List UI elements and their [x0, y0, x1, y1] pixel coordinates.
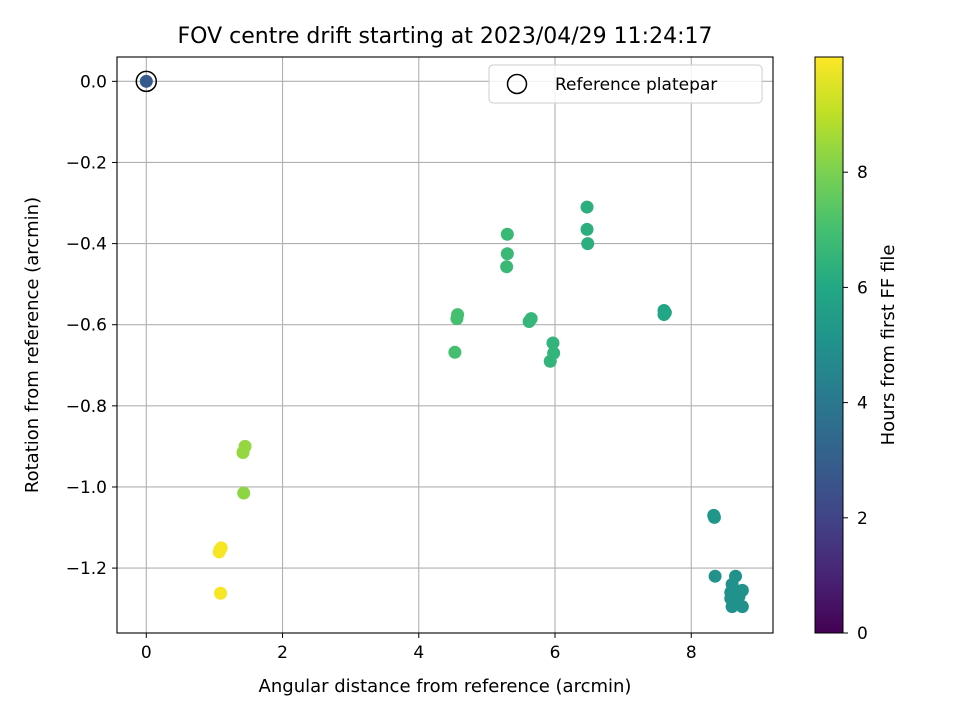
colorbar-tick-label: 6 [857, 278, 868, 298]
colorbar-tick-label: 8 [857, 163, 868, 183]
data-point [732, 589, 746, 603]
colorbar [814, 56, 844, 634]
y-tick-label: −0.4 [66, 235, 107, 255]
y-tick-label: −0.8 [66, 397, 107, 417]
colorbar-tick-label: 4 [857, 394, 868, 414]
y-axis-ticks: 0.0 −0.2 −0.4 −0.6 −0.8 −1.0 −1.2 [66, 72, 117, 579]
data-point [214, 586, 228, 600]
legend-box [488, 64, 763, 104]
data-point [450, 312, 464, 326]
x-tick-label: 0 [141, 643, 152, 663]
y-tick-label: −0.6 [66, 316, 107, 336]
y-tick-label: 0.0 [80, 72, 107, 92]
data-point [725, 600, 739, 614]
colorbar-label: Hours from first FF file [878, 245, 899, 446]
legend: Reference platepar [488, 64, 763, 104]
x-tick-label: 2 [277, 643, 288, 663]
grid-lines [117, 57, 773, 633]
plot-frame [116, 56, 774, 634]
data-point [657, 308, 671, 322]
reference-ring [135, 70, 158, 93]
data-point [500, 247, 514, 261]
data-point [500, 227, 514, 241]
data-point [448, 345, 462, 359]
data-point [580, 200, 594, 214]
x-axis-ticks: 0 2 4 6 8 [141, 633, 697, 663]
reference-point [139, 74, 153, 88]
legend-label: Reference platepar [555, 75, 717, 95]
colorbar-tick-label: 0 [857, 624, 868, 644]
y-tick-label: −0.2 [66, 153, 107, 173]
x-axis-label: Angular distance from reference (arcmin) [259, 676, 632, 697]
x-tick-label: 6 [550, 643, 561, 663]
y-axis-label: Rotation from reference (arcmin) [22, 197, 43, 493]
data-point [543, 354, 557, 368]
colorbar-ticks: 0 2 4 6 8 [843, 163, 868, 644]
data-point [500, 260, 514, 274]
chart-title: FOV centre drift starting at 2023/04/29 … [178, 24, 713, 49]
x-tick-label: 8 [686, 643, 697, 663]
data-point [212, 545, 226, 559]
legend-marker-icon [506, 73, 528, 95]
reference-marker-layer [135, 70, 158, 93]
data-points [212, 200, 749, 614]
data-point [707, 510, 721, 524]
data-point [581, 237, 595, 251]
y-tick-label: −1.0 [66, 478, 107, 498]
data-point [522, 314, 536, 328]
data-point [546, 336, 560, 350]
data-point [708, 569, 722, 583]
colorbar-tick-label: 2 [857, 509, 868, 529]
data-point [735, 600, 749, 614]
y-tick-label: −1.2 [66, 559, 107, 579]
data-point [236, 445, 250, 459]
x-tick-label: 4 [413, 643, 424, 663]
data-point [580, 222, 594, 236]
data-point [237, 486, 251, 500]
data-point [729, 569, 743, 583]
